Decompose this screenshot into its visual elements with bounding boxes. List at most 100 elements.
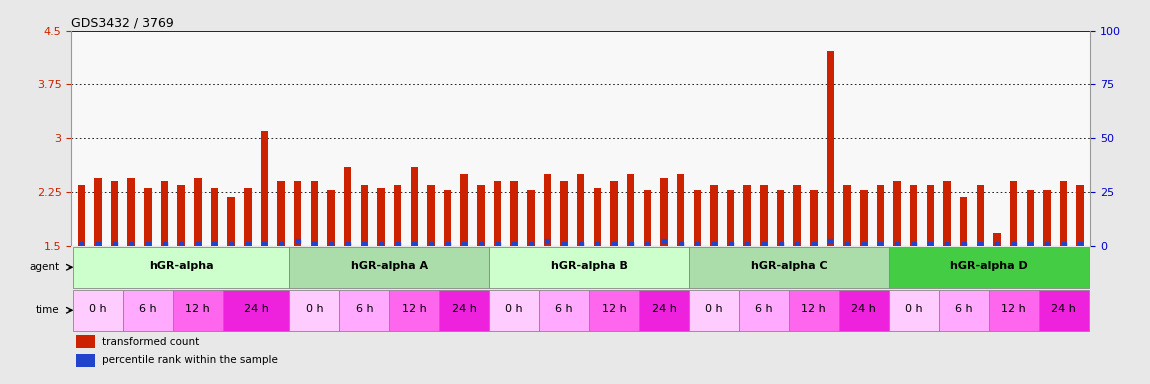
- Bar: [511, 181, 518, 246]
- Bar: [210, 189, 218, 246]
- Bar: [493, 181, 501, 246]
- Text: 24 h: 24 h: [851, 305, 876, 314]
- Bar: [77, 185, 85, 246]
- Bar: [194, 178, 201, 246]
- Text: 0 h: 0 h: [90, 305, 107, 314]
- Bar: [277, 181, 285, 246]
- Bar: [876, 185, 884, 246]
- Bar: [994, 233, 1000, 246]
- Bar: [577, 174, 584, 246]
- Bar: [1010, 181, 1018, 246]
- Bar: [294, 181, 301, 246]
- Text: hGR-alpha B: hGR-alpha B: [551, 262, 628, 271]
- Bar: [644, 190, 651, 246]
- Bar: [72, 290, 123, 331]
- Bar: [843, 185, 851, 246]
- Bar: [123, 290, 172, 331]
- Bar: [677, 174, 684, 246]
- Bar: [589, 290, 639, 331]
- Bar: [976, 185, 984, 246]
- Bar: [827, 51, 834, 246]
- Text: hGR-alpha: hGR-alpha: [148, 262, 214, 271]
- Bar: [228, 197, 235, 246]
- Text: hGR-alpha A: hGR-alpha A: [351, 262, 428, 271]
- Bar: [611, 181, 618, 246]
- Bar: [439, 290, 489, 331]
- Bar: [593, 189, 601, 246]
- Bar: [94, 178, 101, 246]
- Bar: [76, 354, 94, 367]
- Bar: [627, 174, 635, 246]
- Bar: [328, 190, 335, 246]
- Text: 24 h: 24 h: [652, 305, 676, 314]
- Bar: [411, 167, 417, 246]
- Bar: [889, 290, 938, 331]
- Bar: [223, 290, 290, 331]
- Bar: [261, 131, 268, 246]
- Bar: [810, 190, 818, 246]
- Bar: [539, 290, 589, 331]
- Bar: [660, 178, 668, 246]
- Text: 12 h: 12 h: [601, 305, 627, 314]
- Text: percentile rank within the sample: percentile rank within the sample: [102, 355, 278, 365]
- Text: 0 h: 0 h: [306, 305, 323, 314]
- Bar: [776, 190, 784, 246]
- Bar: [793, 185, 800, 246]
- Text: 12 h: 12 h: [185, 305, 210, 314]
- Text: 12 h: 12 h: [802, 305, 826, 314]
- Text: hGR-alpha D: hGR-alpha D: [950, 262, 1027, 271]
- Text: GDS3432 / 3769: GDS3432 / 3769: [71, 17, 174, 30]
- Text: 24 h: 24 h: [452, 305, 476, 314]
- Bar: [427, 185, 435, 246]
- Bar: [144, 189, 152, 246]
- Bar: [560, 181, 568, 246]
- Bar: [760, 185, 768, 246]
- Text: 0 h: 0 h: [905, 305, 922, 314]
- Bar: [1027, 190, 1034, 246]
- Bar: [489, 290, 539, 331]
- Bar: [477, 185, 484, 246]
- Text: 6 h: 6 h: [355, 305, 373, 314]
- Bar: [689, 290, 739, 331]
- Text: 12 h: 12 h: [401, 305, 427, 314]
- Bar: [927, 185, 934, 246]
- Bar: [460, 174, 468, 246]
- Bar: [838, 290, 889, 331]
- Text: 24 h: 24 h: [1051, 305, 1076, 314]
- Text: 6 h: 6 h: [139, 305, 156, 314]
- Bar: [527, 190, 535, 246]
- Bar: [76, 336, 94, 348]
- Bar: [177, 185, 185, 246]
- Bar: [344, 167, 352, 246]
- Bar: [393, 185, 401, 246]
- Bar: [739, 290, 789, 331]
- Text: 24 h: 24 h: [244, 305, 269, 314]
- Bar: [72, 247, 290, 288]
- Bar: [894, 181, 900, 246]
- Bar: [489, 247, 689, 288]
- Bar: [938, 290, 989, 331]
- Bar: [544, 174, 551, 246]
- Text: 12 h: 12 h: [1002, 305, 1026, 314]
- Bar: [943, 181, 951, 246]
- Bar: [744, 185, 751, 246]
- Text: 6 h: 6 h: [555, 305, 573, 314]
- Bar: [444, 190, 451, 246]
- Text: hGR-alpha C: hGR-alpha C: [751, 262, 827, 271]
- Bar: [290, 290, 339, 331]
- Bar: [910, 185, 918, 246]
- Bar: [860, 190, 867, 246]
- Bar: [377, 189, 385, 246]
- Bar: [1038, 290, 1089, 331]
- Bar: [639, 290, 689, 331]
- Bar: [1043, 190, 1051, 246]
- Bar: [339, 290, 390, 331]
- Text: agent: agent: [29, 262, 59, 272]
- Bar: [110, 181, 118, 246]
- Text: 0 h: 0 h: [505, 305, 523, 314]
- Bar: [960, 197, 967, 246]
- Bar: [727, 190, 735, 246]
- Bar: [1060, 181, 1067, 246]
- Text: transformed count: transformed count: [102, 337, 199, 347]
- Bar: [290, 247, 489, 288]
